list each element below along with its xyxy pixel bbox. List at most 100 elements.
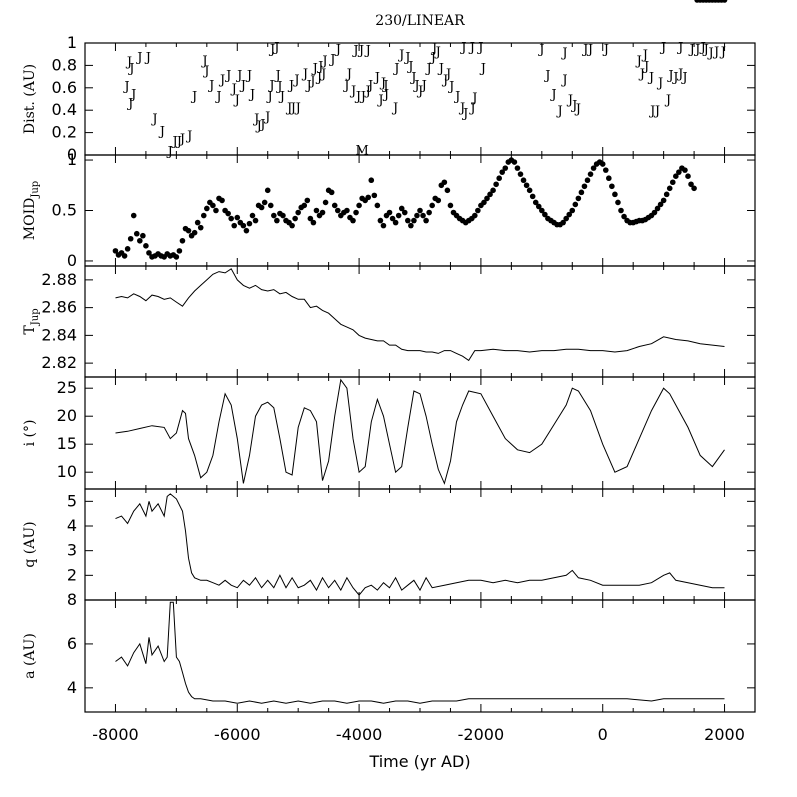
moid-point (414, 212, 420, 219)
y-axis-label-subscript: Jup (30, 181, 41, 199)
moid-point (435, 197, 442, 204)
y-tick-label: 8 (67, 590, 77, 609)
moid-point (651, 209, 658, 216)
jupiter-encounter-marker: J (171, 134, 178, 149)
moid-point (261, 199, 268, 206)
jupiter-encounter-marker: J (342, 78, 349, 93)
moid-point (374, 202, 381, 209)
jupiter-encounter-marker: J (403, 50, 410, 65)
y-axis-label-text: i (°) (22, 420, 38, 447)
jupiter-encounter-marker: J (676, 67, 683, 82)
jupiter-encounter-marker: J (311, 62, 318, 77)
moid-point (356, 202, 362, 209)
moid-point (685, 173, 691, 179)
moid-point (618, 207, 624, 214)
jupiter-encounter-marker: J (185, 129, 192, 144)
jupiter-encounter-marker: J (437, 62, 444, 77)
y-tick-label: 20 (57, 406, 77, 425)
jupiter-encounter-marker: J (125, 55, 132, 70)
moid-point (386, 209, 393, 216)
jupiter-encounter-marker: J (664, 93, 671, 108)
moid-point (429, 202, 435, 209)
jupiter-encounter-marker: J (272, 40, 279, 55)
moid-point (529, 193, 536, 200)
jupiter-encounter-marker: J (258, 118, 265, 133)
jupiter-encounter-marker: J (648, 104, 655, 119)
moid-point (319, 209, 326, 216)
moid-point (292, 215, 298, 222)
jupiter-encounter-marker: J (468, 101, 475, 116)
moid-point (408, 222, 414, 229)
jupiter-encounter-marker: J (560, 46, 567, 61)
y-tick-label: 2.84 (41, 325, 77, 344)
moid-point (200, 212, 207, 219)
moid-point (271, 212, 277, 219)
jupiter-encounter-marker: J (537, 43, 544, 58)
jupiter-encounter-marker: J (430, 41, 437, 56)
jupiter-encounter-marker: J (381, 78, 388, 93)
moid-point (350, 217, 356, 224)
moid-point (447, 202, 454, 209)
jupiter-encounter-marker: J (447, 80, 454, 95)
moid-point (289, 222, 295, 229)
jupiter-encounter-marker: J (434, 45, 441, 60)
jupiter-encounter-marker: J (406, 59, 413, 74)
jupiter-encounter-marker: J (248, 87, 255, 102)
y-tick-label: 0 (67, 145, 77, 164)
jupiter-encounter-marker: J (397, 48, 404, 63)
moid-point (146, 250, 152, 256)
panel-frame-a (84, 599, 756, 713)
moid-point (179, 237, 186, 244)
y-axis-label-text: Dist. (AU) (22, 64, 38, 134)
y-axis-label-subscript: Jup (30, 308, 41, 326)
moid-point (490, 187, 496, 194)
y-tick-label: 2 (67, 565, 77, 584)
moid-point (249, 212, 256, 219)
moid-point (137, 237, 143, 244)
jupiter-encounter-marker: J (359, 90, 366, 105)
jupiter-encounter-marker: J (255, 119, 262, 134)
moid-point (523, 182, 530, 189)
jupiter-encounter-marker: J (566, 93, 573, 108)
jupiter-encounter-marker: J (268, 43, 275, 58)
jupiter-encounter-marker: J (653, 104, 660, 119)
jupiter-encounter-marker: J (252, 112, 259, 127)
jupiter-encounter-marker: J (581, 43, 588, 58)
jupiter-encounter-marker: J (420, 78, 427, 93)
moid-point (441, 179, 448, 186)
jupiter-encounter-marker: J (441, 73, 448, 88)
jupiter-encounter-marker: J (126, 96, 133, 111)
jupiter-encounter-marker: J (555, 104, 562, 119)
jupiter-encounter-marker: J (416, 84, 423, 99)
series-line-q (115, 493, 725, 596)
y-tick-label: 10 (57, 462, 77, 481)
jupiter-encounter-marker: J (680, 71, 687, 86)
moid-point (389, 215, 396, 222)
jupiter-encounter-marker: J (150, 112, 157, 127)
jupiter-encounter-marker: J (476, 40, 483, 55)
moid-point (204, 205, 210, 212)
jupiter-encounter-marker: J (158, 124, 165, 139)
y-tick-label: 3 (67, 541, 77, 560)
jupiter-encounter-marker: J (285, 101, 292, 116)
panel-frame-q (84, 488, 756, 601)
jupiter-encounter-marker: J (671, 71, 678, 86)
moid-point (380, 222, 387, 229)
series-line-tjup (115, 268, 725, 362)
series-line-a (115, 601, 725, 704)
moid-point (234, 214, 241, 221)
moid-point (191, 229, 198, 236)
jupiter-encounter-marker: J (461, 106, 468, 121)
x-tick-label: 2000 (704, 725, 745, 744)
jupiter-encounter-marker: J (178, 132, 185, 147)
jupiter-encounter-marker: J (319, 67, 326, 82)
moid-point (535, 203, 542, 210)
jupiter-encounter-marker: J (127, 62, 134, 77)
jupiter-encounter-marker: J (702, 43, 709, 58)
jupiter-encounter-marker: J (273, 68, 280, 83)
moid-point (587, 171, 594, 177)
moid-point (353, 209, 359, 216)
y-tick-label: 0.6 (52, 78, 77, 97)
moid-point (657, 201, 664, 208)
moid-point (398, 205, 405, 212)
